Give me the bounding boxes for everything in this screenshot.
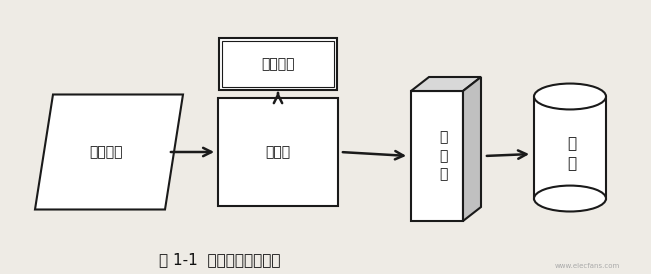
Ellipse shape — [534, 84, 606, 109]
Ellipse shape — [534, 185, 606, 212]
Text: www.elecfans.com: www.elecfans.com — [555, 263, 620, 269]
Polygon shape — [35, 95, 183, 210]
Polygon shape — [463, 77, 481, 221]
Text: 控制器: 控制器 — [266, 145, 290, 159]
Polygon shape — [411, 77, 481, 91]
Polygon shape — [219, 38, 337, 90]
Text: 逆
变
器: 逆 变 器 — [439, 131, 447, 181]
Text: 蓄电池组: 蓄电池组 — [261, 57, 295, 71]
Text: 光伏组件: 光伏组件 — [89, 145, 123, 159]
Polygon shape — [411, 91, 463, 221]
Text: 图 1-1  光伏发电系统组成: 图 1-1 光伏发电系统组成 — [159, 253, 281, 267]
Polygon shape — [534, 96, 606, 199]
Polygon shape — [218, 98, 338, 206]
Text: 负
载: 负 载 — [568, 137, 577, 172]
